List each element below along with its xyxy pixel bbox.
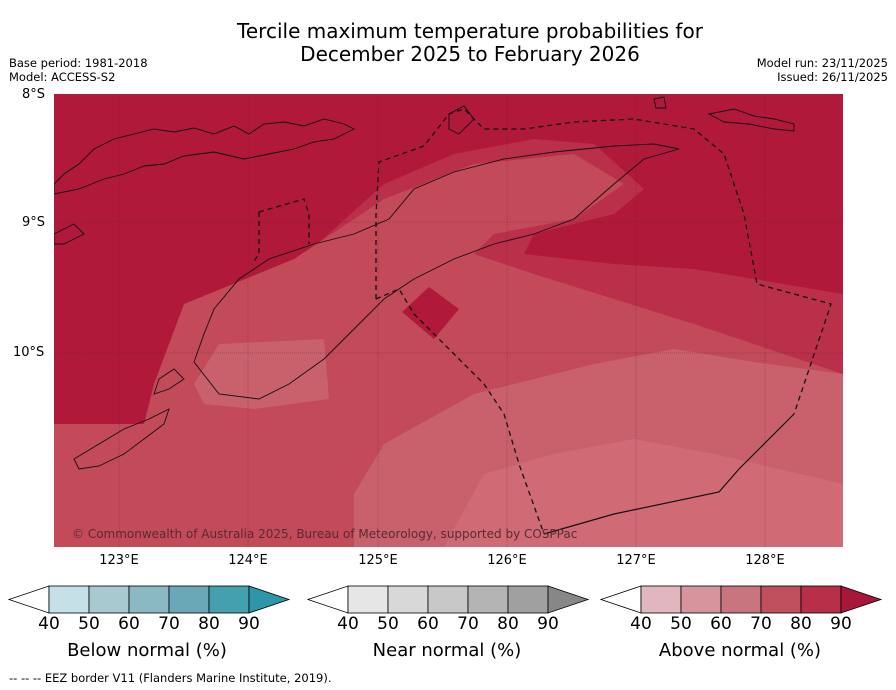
near-extend-high: [547, 585, 590, 614]
above-tick-40: 40: [630, 614, 652, 634]
lon-label-128e: 128°E: [745, 553, 785, 568]
colorbar-below: [7, 585, 291, 614]
lon-label-126e: 126°E: [487, 553, 527, 568]
below-segment-1: [48, 585, 90, 614]
below-extend-high: [248, 585, 291, 614]
colorbar-near: [306, 585, 590, 614]
near-tick-80: 80: [497, 614, 519, 634]
model-run: Model run: 23/11/2025: [756, 56, 888, 70]
zone-60-west: [194, 339, 329, 409]
zone-50: [444, 439, 843, 547]
colorbar-above-label: Above normal (%): [658, 640, 822, 661]
lon-label-123e: 123°E: [99, 553, 139, 568]
above-segment-1: [640, 585, 682, 614]
below-tick-60: 60: [118, 614, 140, 634]
above-tick-50: 50: [670, 614, 692, 634]
near-segment-5: [507, 585, 549, 614]
model-name: Model: ACCESS-S2: [9, 70, 116, 84]
timor-leste-border: [543, 413, 795, 535]
map-title: Tercile maximum temperature probabilitie…: [237, 19, 703, 66]
below-tick-40: 40: [38, 614, 60, 634]
above-segment-2: [680, 585, 722, 614]
lat-label-8s: 8°S: [22, 87, 46, 102]
lon-label-125e: 125°E: [358, 553, 398, 568]
above-extend-high: [840, 585, 883, 614]
below-tick-70: 70: [158, 614, 180, 634]
above-extend-low: [599, 585, 642, 614]
meta-left: Base period: 1981-2018 Model: ACCESS-S2: [9, 56, 148, 84]
lon-label-127e: 127°E: [616, 553, 656, 568]
near-segment-3: [427, 585, 469, 614]
above-segment-4: [760, 585, 802, 614]
near-tick-40: 40: [337, 614, 359, 634]
eez-legend: -- -- -- EEZ border V11 (Flanders Marine…: [9, 671, 332, 685]
near-tick-50: 50: [377, 614, 399, 634]
above-segment-5: [800, 585, 842, 614]
below-tick-50: 50: [78, 614, 100, 634]
near-tick-60: 60: [417, 614, 439, 634]
near-extend-low: [306, 585, 349, 614]
above-tick-80: 80: [790, 614, 812, 634]
above-segment-3: [720, 585, 762, 614]
above-tick-70: 70: [750, 614, 772, 634]
copyright-notice: © Commonwealth of Australia 2025, Bureau…: [72, 527, 578, 541]
graticule: [54, 94, 843, 547]
base-period: Base period: 1981-2018: [9, 56, 148, 70]
near-segment-1: [347, 585, 389, 614]
lat-label-10s: 10°S: [13, 345, 45, 360]
below-segment-2: [88, 585, 130, 614]
lon-label-124e: 124°E: [228, 553, 268, 568]
colorbars: [7, 585, 883, 614]
below-segment-5: [208, 585, 250, 614]
near-segment-2: [387, 585, 429, 614]
near-tick-90: 90: [537, 614, 559, 634]
near-tick-70: 70: [457, 614, 479, 634]
above-tick-90: 90: [830, 614, 852, 634]
coastline: [54, 96, 795, 470]
below-segment-3: [128, 585, 170, 614]
probability-map: [54, 94, 843, 547]
below-extend-low: [7, 585, 50, 614]
zone-90-blob: [402, 287, 459, 339]
issued-date: Issued: 26/11/2025: [777, 70, 888, 84]
meta-right: Model run: 23/11/2025 Issued: 26/11/2025: [757, 56, 888, 84]
below-segment-4: [168, 585, 210, 614]
lat-label-9s: 9°S: [22, 215, 46, 230]
eez-border: [251, 108, 832, 535]
below-tick-80: 80: [198, 614, 220, 634]
colorbar-near-label: Near normal (%): [372, 640, 522, 661]
colorbar-below-label: Below normal (%): [67, 640, 227, 661]
colorbar-above: [599, 585, 883, 614]
above-tick-60: 60: [710, 614, 732, 634]
below-tick-90: 90: [238, 614, 260, 634]
near-segment-4: [467, 585, 509, 614]
